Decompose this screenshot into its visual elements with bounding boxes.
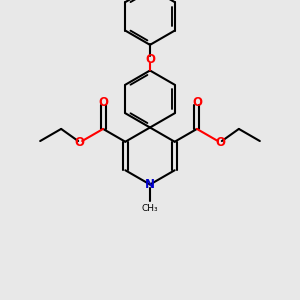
Text: O: O	[75, 136, 85, 149]
Text: O: O	[215, 136, 225, 149]
Text: O: O	[98, 96, 108, 109]
Text: O: O	[192, 96, 202, 109]
Text: CH₃: CH₃	[142, 204, 158, 213]
Text: O: O	[145, 53, 155, 66]
Text: N: N	[145, 178, 155, 191]
